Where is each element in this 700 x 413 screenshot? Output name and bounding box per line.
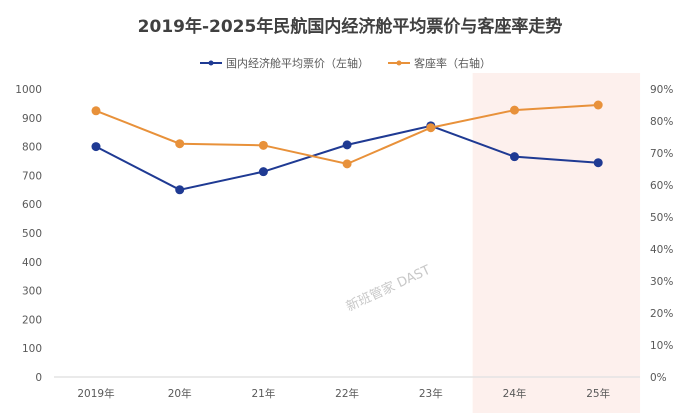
y-left-tick-label: 1000 bbox=[15, 84, 42, 96]
y-right-tick-label: 40% bbox=[650, 244, 673, 256]
y-left-tick-label: 400 bbox=[22, 257, 42, 269]
y-right-tick-label: 90% bbox=[650, 84, 673, 96]
legend-label-price: 国内经济舱平均票价（左轴） bbox=[226, 57, 369, 70]
series-1-point bbox=[175, 139, 185, 149]
legend-line-marker-icon bbox=[200, 60, 222, 66]
y-left-tick-label: 900 bbox=[22, 113, 42, 125]
series-1-point bbox=[91, 106, 101, 116]
x-tick-label: 20年 bbox=[168, 387, 192, 400]
x-tick-label: 2019年 bbox=[77, 387, 114, 400]
y-right-tick-label: 70% bbox=[650, 148, 673, 160]
legend-item-price: 国内经济舱平均票价（左轴） bbox=[200, 55, 369, 71]
x-tick-label: 23年 bbox=[419, 387, 443, 400]
series-0-point bbox=[258, 167, 268, 177]
series-0-point bbox=[593, 158, 603, 168]
legend-label-load-factor: 客座率（右轴） bbox=[414, 57, 491, 70]
y-left-tick-label: 100 bbox=[22, 343, 42, 355]
series-1-point bbox=[593, 100, 603, 110]
y-right-tick-label: 20% bbox=[650, 308, 673, 320]
series-0-point bbox=[510, 152, 519, 162]
x-tick-label: 22年 bbox=[335, 387, 359, 400]
y-left-tick-label: 600 bbox=[22, 199, 42, 211]
series-1-point bbox=[342, 159, 352, 169]
y-left-tick-label: 800 bbox=[22, 142, 42, 154]
y-right-tick-label: 60% bbox=[650, 180, 673, 192]
series-0-point bbox=[342, 140, 352, 150]
x-tick-label: 21年 bbox=[251, 387, 275, 400]
y-right-tick-label: 10% bbox=[650, 340, 673, 352]
y-right-tick-label: 80% bbox=[650, 116, 673, 128]
legend-item-load-factor: 客座率（右轴） bbox=[388, 55, 491, 71]
series-0-point bbox=[175, 185, 185, 195]
y-right-tick-label: 0% bbox=[650, 372, 667, 384]
y-right-tick-label: 30% bbox=[650, 276, 673, 288]
y-right-tick-label: 50% bbox=[650, 212, 673, 224]
y-left-tick-label: 200 bbox=[22, 314, 42, 326]
y-left-tick-label: 0 bbox=[35, 372, 42, 384]
chart-title: 2019年-2025年民航国内经济舱平均票价与客座率走势 bbox=[137, 17, 563, 37]
x-tick-label: 25年 bbox=[586, 387, 610, 400]
y-left-tick-label: 700 bbox=[22, 170, 42, 182]
series-1-point bbox=[258, 140, 268, 150]
series-1-point bbox=[510, 105, 519, 115]
highlight-band bbox=[472, 73, 641, 413]
y-left-tick-label: 300 bbox=[22, 286, 42, 298]
series-1-point bbox=[426, 123, 436, 133]
y-left-tick-label: 500 bbox=[22, 228, 42, 240]
x-tick-label: 24年 bbox=[503, 387, 527, 400]
legend-line-marker-icon bbox=[388, 60, 410, 66]
series-0-point bbox=[91, 142, 101, 152]
watermark: 新班管家 DAST bbox=[344, 262, 433, 315]
